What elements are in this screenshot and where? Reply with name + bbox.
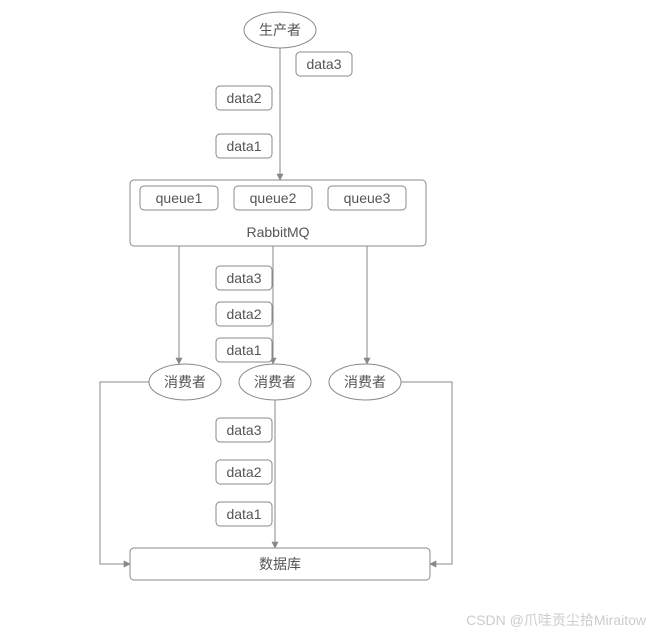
producer-label: 生产者 [259, 22, 301, 38]
data-mid-d1-label: data1 [226, 342, 261, 358]
rabbitmq-label: RabbitMQ [246, 224, 309, 240]
data-mid-d3-label: data3 [226, 270, 261, 286]
data-bottom-d2-label: data2 [226, 464, 261, 480]
queue-2-label: queue2 [250, 190, 297, 206]
watermark-text: CSDN @爪哇贡尘拾Miraitow [466, 612, 647, 628]
data-top-d2-label: data2 [226, 90, 261, 106]
database-label: 数据库 [259, 556, 301, 572]
consumer-3-label: 消费者 [344, 374, 386, 390]
data-bottom-d1-label: data1 [226, 506, 261, 522]
data-mid-d2-label: data2 [226, 306, 261, 322]
data-top-d3-label: data3 [306, 56, 341, 72]
queue-1-label: queue1 [156, 190, 203, 206]
arrow-consumer-left-to-db [100, 382, 149, 564]
consumer-1-label: 消费者 [164, 374, 206, 390]
arrow-consumer-right-to-db [401, 382, 452, 564]
queue-3-label: queue3 [344, 190, 391, 206]
data-top-d1-label: data1 [226, 138, 261, 154]
data-bottom-d3-label: data3 [226, 422, 261, 438]
consumer-2-label: 消费者 [254, 374, 296, 390]
